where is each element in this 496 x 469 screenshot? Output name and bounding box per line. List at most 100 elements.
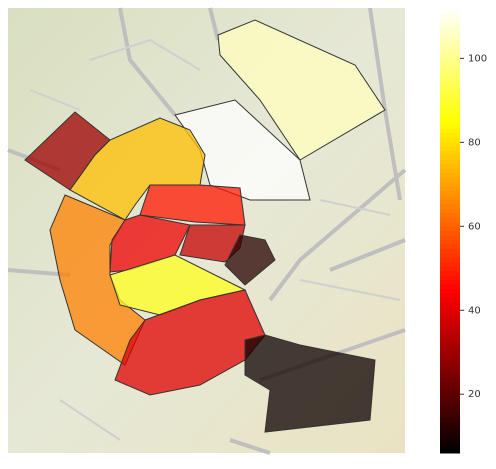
colorbar-segment <box>440 145 460 151</box>
colorbar-segment <box>440 252 460 258</box>
colorbar-segment <box>440 221 460 227</box>
colorbar-segment <box>440 390 460 396</box>
colorbar-segment <box>440 79 460 85</box>
colorbar-segment <box>440 270 460 276</box>
colorbar-tick-label: 20 <box>468 389 481 400</box>
region <box>114 289 266 396</box>
colorbar-segment <box>440 355 460 361</box>
colorbar-segment <box>440 177 460 183</box>
colorbar-segment <box>440 212 460 218</box>
colorbar-segment <box>440 426 460 432</box>
colorbar-segment <box>440 97 460 102</box>
colorbar-segment <box>440 43 460 49</box>
colorbar-segment <box>440 30 460 36</box>
colorbar-segment <box>440 61 460 67</box>
region <box>69 117 206 221</box>
colorbar-segment <box>440 208 460 214</box>
colorbar-segment <box>440 101 460 107</box>
colorbar-segment <box>440 266 460 272</box>
colorbar-segment <box>440 448 460 454</box>
colorbar-segment <box>440 12 460 18</box>
colorbar-segment <box>440 257 460 263</box>
colorbar-segment <box>440 52 460 58</box>
colorbar-segment <box>440 83 460 89</box>
region <box>244 334 376 433</box>
colorbar-segment <box>440 16 460 22</box>
colorbar-segment <box>440 92 460 98</box>
colorbar-segment <box>440 34 460 40</box>
colorbar-segment <box>440 421 460 427</box>
colorbar-segment <box>440 226 460 231</box>
colorbar-segment <box>440 199 460 205</box>
colorbar-segment <box>440 323 460 329</box>
colorbar-tick-label: 40 <box>468 305 481 316</box>
colorbar-segment <box>440 186 460 191</box>
colorbar-segment <box>440 70 460 76</box>
colorbar: 20 40 60 80 100 <box>440 8 487 454</box>
colorbar-segment <box>440 275 460 280</box>
colorbar-segment <box>440 239 460 245</box>
colorbar-segment <box>440 332 460 338</box>
colorbar-segment <box>440 48 460 53</box>
colorbar-segment <box>440 65 460 71</box>
colorbar-segment <box>440 350 460 356</box>
colorbar-segment <box>440 288 460 294</box>
colorbar-segment <box>440 168 460 174</box>
colorbar-segment <box>440 412 460 418</box>
colorbar-segment <box>440 301 460 307</box>
colorbar-segment <box>440 128 460 134</box>
colorbar-segment <box>440 243 460 249</box>
colorbar-segment <box>440 248 460 254</box>
colorbar-segment <box>440 430 460 436</box>
colorbar-segment <box>440 435 460 441</box>
colorbar-segment <box>440 346 460 352</box>
colorbar-segment <box>440 439 460 445</box>
colorbar-segment <box>440 319 460 325</box>
colorbar-segment <box>440 172 460 178</box>
colorbar-segment <box>440 88 460 94</box>
colorbar-segment <box>440 141 460 147</box>
colorbar-segment <box>440 150 460 156</box>
colorbar-segment <box>440 39 460 45</box>
colorbar-segment <box>440 297 460 303</box>
colorbar-segment <box>440 292 460 298</box>
colorbar-segment <box>440 114 460 120</box>
colorbar-segment <box>440 315 460 320</box>
colorbar-segment <box>440 404 460 409</box>
colorbar-segment <box>440 359 460 365</box>
colorbar-segment <box>440 105 460 111</box>
colorbar-segment <box>440 110 460 116</box>
colorbar-segment <box>440 381 460 387</box>
colorbar-segment <box>440 306 460 312</box>
colorbar-segment <box>440 123 460 129</box>
colorbar-segment <box>440 377 460 383</box>
colorbar-segment <box>440 159 460 165</box>
colorbar-segment <box>440 137 460 142</box>
colorbar-segment <box>440 408 460 414</box>
colorbar-segment <box>440 21 460 27</box>
colorbar-segment <box>440 132 460 138</box>
colorbar-segment <box>440 181 460 187</box>
colorbar-segment <box>440 230 460 236</box>
colorbar-segment <box>440 217 460 223</box>
colorbar-segment <box>440 261 460 267</box>
colorbar-segment <box>440 8 460 13</box>
colorbar-segment <box>440 372 460 378</box>
colorbar-segment <box>440 337 460 343</box>
colorbar-segment <box>440 364 460 369</box>
colorbar-segment <box>440 154 460 160</box>
region <box>217 19 386 161</box>
colorbar-segment <box>440 203 460 209</box>
colorbar-segment <box>440 341 460 347</box>
colorbar-segment <box>440 395 460 401</box>
colorbar-segment <box>440 119 460 125</box>
regions <box>24 19 386 433</box>
colorbar-segment <box>440 25 460 31</box>
colorbar-segment <box>440 279 460 285</box>
colorbar-segment <box>440 190 460 196</box>
colorbar-segment <box>440 386 460 392</box>
region <box>224 234 276 286</box>
colorbar-tick-label: 80 <box>468 137 481 148</box>
colorbar-segment <box>440 163 460 169</box>
